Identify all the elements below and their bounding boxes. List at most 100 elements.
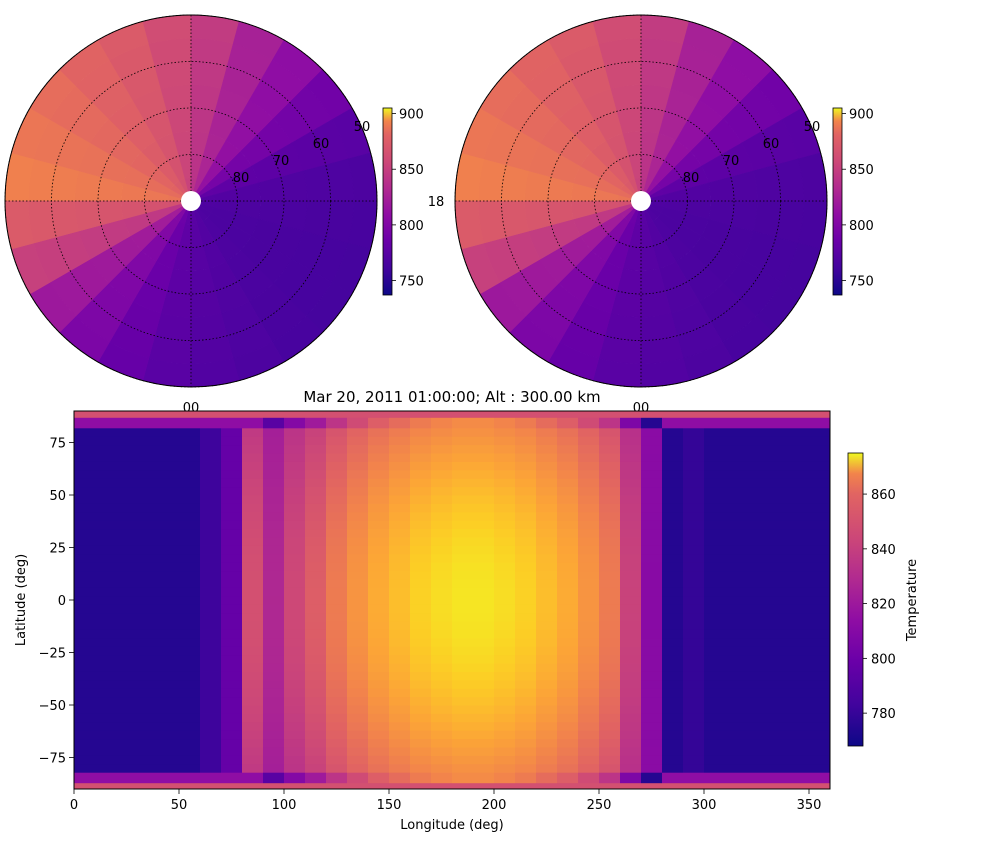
heatmap-cell [725, 646, 747, 656]
heatmap-cell [179, 663, 201, 672]
heatmap-cell [725, 755, 747, 765]
heatmap-cell [809, 486, 831, 496]
heatmap-cell [116, 495, 138, 504]
heatmap-cell [620, 730, 642, 740]
heatmap-cell [368, 688, 390, 698]
heatmap-cell [452, 570, 474, 580]
heatmap-cell [767, 486, 789, 496]
heatmap-cell [389, 629, 411, 639]
heatmap-cell [599, 646, 621, 656]
heatmap-cell [179, 696, 201, 706]
heatmap-cell [494, 520, 516, 530]
heatmap-cell [137, 671, 159, 681]
heatmap-cell [641, 444, 663, 454]
heatmap-cell [158, 595, 180, 605]
heatmap-cell [578, 453, 600, 462]
heatmap-cell [179, 570, 201, 580]
heatmap-cell [536, 654, 558, 664]
heatmap-cell [473, 553, 495, 563]
heatmap-cell [95, 545, 117, 555]
heatmap-cell [284, 646, 306, 656]
heatmap-cell [662, 696, 684, 706]
heatmap-cell [557, 679, 579, 689]
heatmap-cell [158, 511, 180, 521]
heatmap-cell [284, 604, 306, 614]
heatmap-cell [641, 486, 663, 496]
heatmap-cell [200, 495, 222, 504]
heatmap-cell [179, 671, 201, 681]
heatmap-cell [305, 679, 327, 689]
heatmap-cell [767, 654, 789, 664]
heatmap-cell [725, 587, 747, 597]
heatmap-cell [599, 747, 621, 756]
heatmap-cell [179, 595, 201, 605]
heatmap-cell [452, 705, 474, 714]
heatmap-cell [389, 478, 411, 488]
heatmap-cell [158, 417, 180, 429]
heatmap-cell [326, 537, 348, 546]
heatmap-cell [326, 747, 348, 756]
heatmap-cell [431, 528, 453, 538]
heatmap-cell [431, 444, 453, 454]
heatmap-cell [284, 511, 306, 521]
heatmap-cell [494, 713, 516, 723]
heatmap-cell [473, 747, 495, 756]
heatmap-cell [599, 495, 621, 504]
heatmap-cell [704, 570, 726, 580]
heatmap-cell [389, 654, 411, 664]
heatmap-cell [809, 587, 831, 597]
heatmap-cell [284, 663, 306, 672]
heatmap-cell [137, 705, 159, 714]
heatmap-cell [74, 604, 96, 614]
heatmap-cell [578, 595, 600, 605]
heatmap-cell [389, 671, 411, 681]
heatmap-cell [767, 671, 789, 681]
heatmap-cell [200, 537, 222, 546]
heatmap-cell [515, 595, 537, 605]
heatmap-cell [368, 579, 390, 588]
heatmap-cell [368, 511, 390, 521]
heatmap-cell [809, 537, 831, 546]
heatmap-cell [746, 663, 768, 672]
heatmap-cell [662, 537, 684, 546]
heatmap-cell [284, 461, 306, 471]
heatmap-cell [494, 528, 516, 538]
colorbar-tick-label: 820 [871, 598, 896, 613]
heatmap-cell [221, 469, 243, 479]
heatmap-cell [536, 595, 558, 605]
heatmap-cell [179, 637, 201, 647]
lat-ring-70 [97, 107, 285, 295]
heatmap-cell [200, 604, 222, 614]
heatmap-cell [536, 772, 558, 784]
colorbar-tick-label: 900 [399, 108, 424, 123]
heatmap-cell [809, 436, 831, 446]
heatmap-cell [179, 461, 201, 471]
heatmap-cell [263, 537, 285, 546]
heatmap-cell [683, 705, 705, 714]
heatmap-cell [242, 730, 264, 740]
heatmap-cell [746, 637, 768, 647]
heatmap-cell [389, 721, 411, 731]
heatmap-cell [746, 629, 768, 639]
heatmap-cell [368, 427, 390, 437]
heatmap-cell [137, 637, 159, 647]
heatmap-cell [599, 705, 621, 714]
heatmap-cell [557, 511, 579, 521]
heatmap-cell [641, 654, 663, 664]
heatmap-cell [704, 587, 726, 597]
heatmap-cell [326, 646, 348, 656]
lt-label-18: 18 [428, 195, 445, 210]
heatmap-cell [284, 469, 306, 479]
heatmap-cell [788, 570, 810, 580]
heatmap-cell [368, 469, 390, 479]
heatmap-cell [431, 747, 453, 756]
heatmap-cell [683, 738, 705, 748]
heatmap-cell [95, 453, 117, 462]
heatmap-cell [158, 562, 180, 572]
heatmap-cell [347, 696, 369, 706]
heatmap-cell [557, 427, 579, 437]
heatmap-cell [620, 436, 642, 446]
heatmap-cell [494, 696, 516, 706]
heatmap-cell [578, 730, 600, 740]
